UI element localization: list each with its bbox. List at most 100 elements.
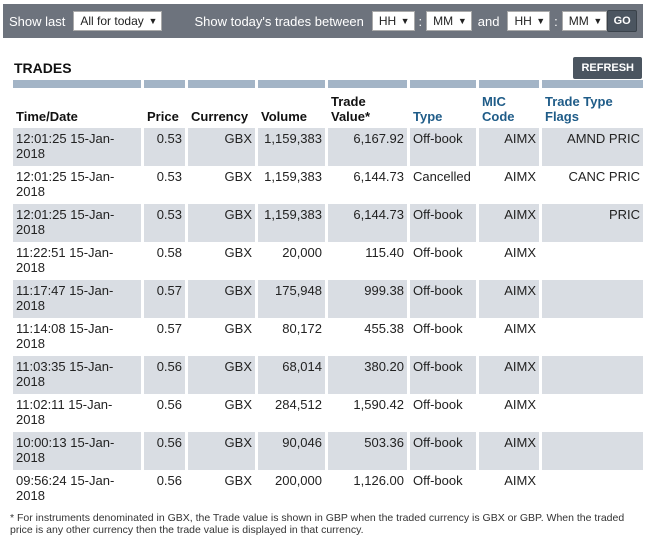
cell-type: Off-book <box>410 280 476 318</box>
cell-type: Cancelled <box>410 166 476 204</box>
cell-flag: AMND PRIC <box>542 128 643 166</box>
table-row: 11:03:35 15-Jan-2018 0.56 GBX 68,014 380… <box>13 356 643 394</box>
cell-currency: GBX <box>188 128 255 166</box>
cell-flag <box>542 470 643 508</box>
cell-currency: GBX <box>188 166 255 204</box>
cell-price: 0.53 <box>144 128 185 166</box>
cell-time: 11:02:11 15-Jan-2018 <box>13 394 141 432</box>
cell-mic: AIMX <box>479 204 539 242</box>
trades-table: Time/Date Price Currency Volume Trade Va… <box>10 80 646 508</box>
cell-type: Off-book <box>410 318 476 356</box>
table-row: 11:22:51 15-Jan-2018 0.58 GBX 20,000 115… <box>13 242 643 280</box>
cell-volume: 1,159,383 <box>258 166 325 204</box>
cell-currency: GBX <box>188 280 255 318</box>
trades-header: TRADES REFRESH <box>10 56 642 80</box>
footnote: * For instruments denominated in GBX, th… <box>10 512 625 536</box>
col-header-volume: Volume <box>258 80 325 128</box>
cell-volume: 20,000 <box>258 242 325 280</box>
cell-time: 12:01:25 15-Jan-2018 <box>13 204 141 242</box>
cell-flag <box>542 280 643 318</box>
cell-type: Off-book <box>410 432 476 470</box>
from-hour-select[interactable]: HH ▼ <box>371 11 415 31</box>
table-row: 12:01:25 15-Jan-2018 0.53 GBX 1,159,383 … <box>13 166 643 204</box>
cell-mic: AIMX <box>479 318 539 356</box>
chevron-down-icon: ▼ <box>400 16 410 26</box>
cell-mic: AIMX <box>479 128 539 166</box>
cell-time: 09:56:24 15-Jan-2018 <box>13 470 141 508</box>
cell-type: Off-book <box>410 128 476 166</box>
period-select-value: All for today <box>80 14 144 28</box>
cell-time: 12:01:25 15-Jan-2018 <box>13 166 141 204</box>
chevron-down-icon: ▼ <box>457 16 467 26</box>
cell-mic: AIMX <box>479 280 539 318</box>
cell-time: 11:22:51 15-Jan-2018 <box>13 242 141 280</box>
cell-mic: AIMX <box>479 356 539 394</box>
table-header-row: Time/Date Price Currency Volume Trade Va… <box>13 80 643 128</box>
go-button[interactable]: GO <box>607 10 638 32</box>
and-label: and <box>477 13 500 29</box>
cell-volume: 1,159,383 <box>258 204 325 242</box>
cell-currency: GBX <box>188 470 255 508</box>
chevron-down-icon: ▼ <box>593 16 603 26</box>
cell-trade-value: 6,167.92 <box>328 128 407 166</box>
cell-time: 11:17:47 15-Jan-2018 <box>13 280 141 318</box>
cell-price: 0.56 <box>144 394 185 432</box>
cell-mic: AIMX <box>479 432 539 470</box>
to-minute-select[interactable]: MM ▼ <box>561 11 608 31</box>
cell-trade-value: 503.36 <box>328 432 407 470</box>
cell-price: 0.58 <box>144 242 185 280</box>
period-select[interactable]: All for today ▼ <box>73 11 163 31</box>
cell-trade-value: 115.40 <box>328 242 407 280</box>
refresh-button[interactable]: REFRESH <box>573 57 642 79</box>
to-hour-select[interactable]: HH ▼ <box>507 11 551 31</box>
table-row: 11:14:08 15-Jan-2018 0.57 GBX 80,172 455… <box>13 318 643 356</box>
between-label: Show today's trades between <box>194 13 364 29</box>
chevron-down-icon: ▼ <box>148 16 158 26</box>
time-colon: : <box>418 13 423 29</box>
cell-volume: 90,046 <box>258 432 325 470</box>
cell-flag: PRIC <box>542 204 643 242</box>
table-row: 10:00:13 15-Jan-2018 0.56 GBX 90,046 503… <box>13 432 643 470</box>
cell-trade-value: 380.20 <box>328 356 407 394</box>
table-row: 12:01:25 15-Jan-2018 0.53 GBX 1,159,383 … <box>13 128 643 166</box>
cell-type: Off-book <box>410 204 476 242</box>
cell-trade-value: 1,126.00 <box>328 470 407 508</box>
col-header-price: Price <box>144 80 185 128</box>
col-header-trade-value: Trade Value* <box>328 80 407 128</box>
cell-trade-value: 6,144.73 <box>328 204 407 242</box>
cell-currency: GBX <box>188 204 255 242</box>
cell-price: 0.56 <box>144 432 185 470</box>
cell-mic: AIMX <box>479 242 539 280</box>
cell-price: 0.53 <box>144 204 185 242</box>
cell-mic: AIMX <box>479 394 539 432</box>
cell-type: Off-book <box>410 470 476 508</box>
cell-flag <box>542 318 643 356</box>
cell-currency: GBX <box>188 318 255 356</box>
cell-flag <box>542 242 643 280</box>
cell-time: 11:14:08 15-Jan-2018 <box>13 318 141 356</box>
chevron-down-icon: ▼ <box>536 16 546 26</box>
col-header-mic-link[interactable]: MIC Code <box>479 80 539 128</box>
from-hour-value: HH <box>378 14 397 28</box>
cell-mic: AIMX <box>479 166 539 204</box>
cell-price: 0.56 <box>144 470 185 508</box>
from-minute-select[interactable]: MM ▼ <box>426 11 472 31</box>
show-last-label: Show last <box>9 13 66 29</box>
cell-type: Off-book <box>410 242 476 280</box>
cell-price: 0.57 <box>144 318 185 356</box>
cell-price: 0.57 <box>144 280 185 318</box>
cell-time: 12:01:25 15-Jan-2018 <box>13 128 141 166</box>
cell-mic: AIMX <box>479 470 539 508</box>
col-header-time: Time/Date <box>13 80 141 128</box>
col-header-type-link[interactable]: Type <box>410 80 476 128</box>
col-header-flags-link[interactable]: Trade Type Flags <box>542 80 643 128</box>
cell-trade-value: 1,590.42 <box>328 394 407 432</box>
table-row: 12:01:25 15-Jan-2018 0.53 GBX 1,159,383 … <box>13 204 643 242</box>
col-header-currency: Currency <box>188 80 255 128</box>
time-colon: : <box>554 13 558 29</box>
from-minute-value: MM <box>433 14 454 28</box>
filter-bar: Show last All for today ▼ Show today's t… <box>3 4 643 38</box>
cell-currency: GBX <box>188 356 255 394</box>
cell-volume: 1,159,383 <box>258 128 325 166</box>
cell-flag <box>542 432 643 470</box>
